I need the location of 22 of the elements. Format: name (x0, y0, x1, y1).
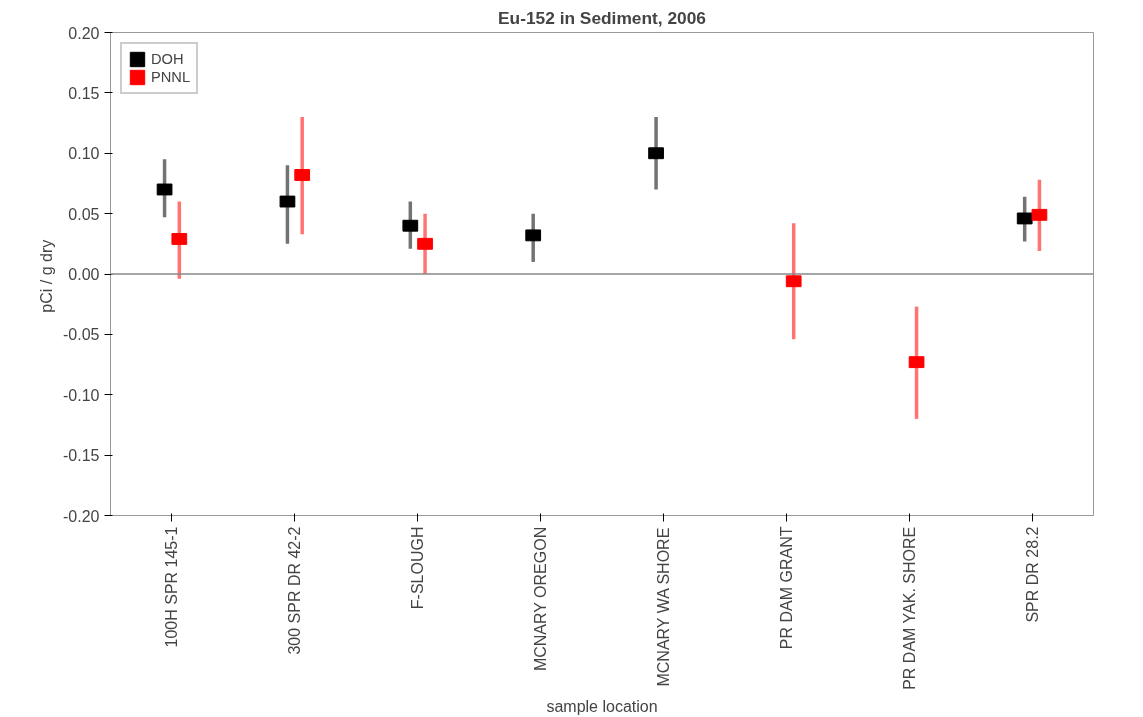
y-tick-label: -0.10 (63, 386, 100, 404)
x-tick-label: F-SLOUGH (409, 526, 427, 610)
y-tick-label: 0.15 (68, 84, 100, 102)
x-tick-label: MCNARY WA SHORE (654, 527, 672, 687)
chart-title: Eu-152 in Sediment, 2006 (497, 7, 707, 28)
x-tick-label: PR DAM YAK. SHORE (900, 526, 918, 690)
legend-label: DOH (151, 50, 184, 68)
legend-label: PNNL (151, 68, 191, 86)
y-tick-label: 0.20 (68, 24, 100, 42)
x-tick-label: SPR DR 28.2 (1023, 526, 1041, 623)
y-tick-label: -0.15 (63, 447, 100, 465)
x-tick-label: PR DAM GRANT (777, 526, 795, 650)
x-tick-label: 300 SPR DR 42-2 (286, 526, 304, 655)
y-tick-label: 0.10 (68, 145, 100, 163)
x-axis-title: sample location (546, 697, 658, 715)
x-tick-label: 100H SPR 145-1 (163, 526, 181, 648)
y-tick-label: -0.05 (63, 326, 100, 344)
x-tick-label: MCNARY OREGON (532, 526, 550, 672)
y-tick-label: -0.20 (63, 507, 100, 525)
y-tick-label: 0.05 (68, 205, 100, 223)
y-tick-label: 0.00 (68, 266, 100, 283)
y-axis-title: pCi / g dry (38, 239, 56, 313)
